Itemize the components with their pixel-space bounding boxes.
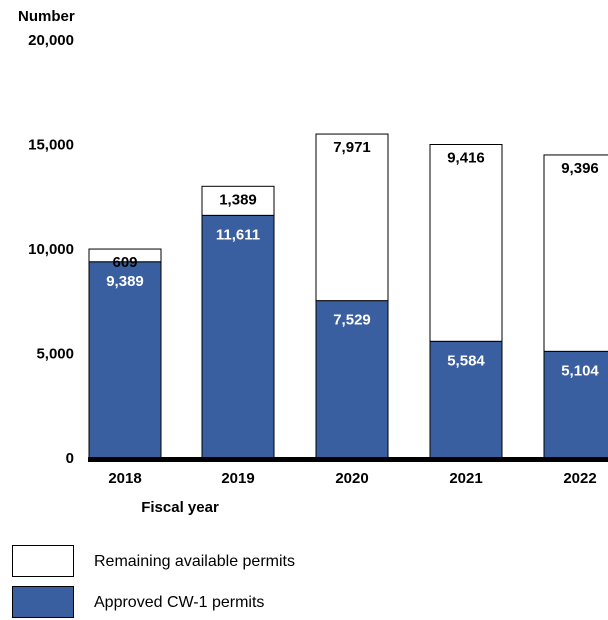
data-label-remaining-2021: 9,416 — [447, 150, 485, 167]
stacked-bar-chart: Number Fiscal year 0 5,000 10,000 15,000 20,… — [18, 8, 608, 516]
bar-remaining-2022 — [543, 154, 608, 352]
bar-approved-2019 — [201, 214, 275, 459]
x-axis-title: Fiscal year — [141, 499, 219, 516]
y-axis-title: Number — [18, 8, 75, 25]
x-axis-baseline — [88, 457, 608, 462]
legend-swatch-remaining — [12, 545, 74, 577]
x-tick-label: 2021 — [449, 470, 482, 487]
y-tick-label: 15,000 — [28, 137, 74, 154]
bar-remaining-2020 — [315, 133, 389, 302]
legend-item-remaining: Remaining available permits — [12, 545, 412, 579]
data-label-approved-2019: 11,611 — [216, 226, 260, 243]
bars: 9,389 609 11,611 1,389 7,529 7,971 5,584 9,416 5… — [88, 133, 608, 459]
data-label-remaining-2022: 9,396 — [561, 160, 599, 177]
y-tick-label: 0 — [66, 450, 74, 467]
data-label-remaining-2020: 7,971 — [333, 139, 371, 156]
x-tick-label: 2019 — [221, 470, 254, 487]
bar-approved-2021 — [429, 340, 503, 459]
x-axis-ticks: 2018 2019 2020 2021 2022 — [108, 470, 596, 487]
y-tick-label: 20,000 — [28, 32, 74, 49]
data-label-approved-2020: 7,529 — [333, 312, 371, 329]
y-tick-label: 10,000 — [28, 241, 74, 258]
x-tick-label: 2018 — [108, 470, 141, 487]
legend-label-approved: Approved CW-1 permits — [94, 594, 265, 611]
bar-remaining-2021 — [429, 144, 503, 342]
bar-remaining-2019 — [201, 185, 275, 216]
bar-approved-2018 — [88, 261, 162, 459]
y-axis-ticks: 0 5,000 10,000 15,000 20,000 — [28, 32, 74, 467]
data-label-remaining-2018: 609 — [112, 254, 137, 271]
bar-approved-2022 — [543, 350, 608, 459]
data-label-approved-2018: 9,389 — [106, 273, 144, 290]
bar-remaining-2018 — [88, 248, 162, 263]
legend-swatch-approved — [12, 586, 74, 618]
legend-label-remaining: Remaining available permits — [94, 553, 295, 570]
y-tick-label: 5,000 — [36, 346, 74, 363]
data-label-approved-2021: 5,584 — [447, 352, 485, 369]
legend-item-approved: Approved CW-1 permits — [12, 586, 412, 620]
x-tick-label: 2022 — [563, 470, 596, 487]
data-label-remaining-2019: 1,389 — [219, 191, 257, 208]
x-tick-label: 2020 — [335, 470, 368, 487]
data-label-approved-2022: 5,104 — [561, 362, 599, 379]
